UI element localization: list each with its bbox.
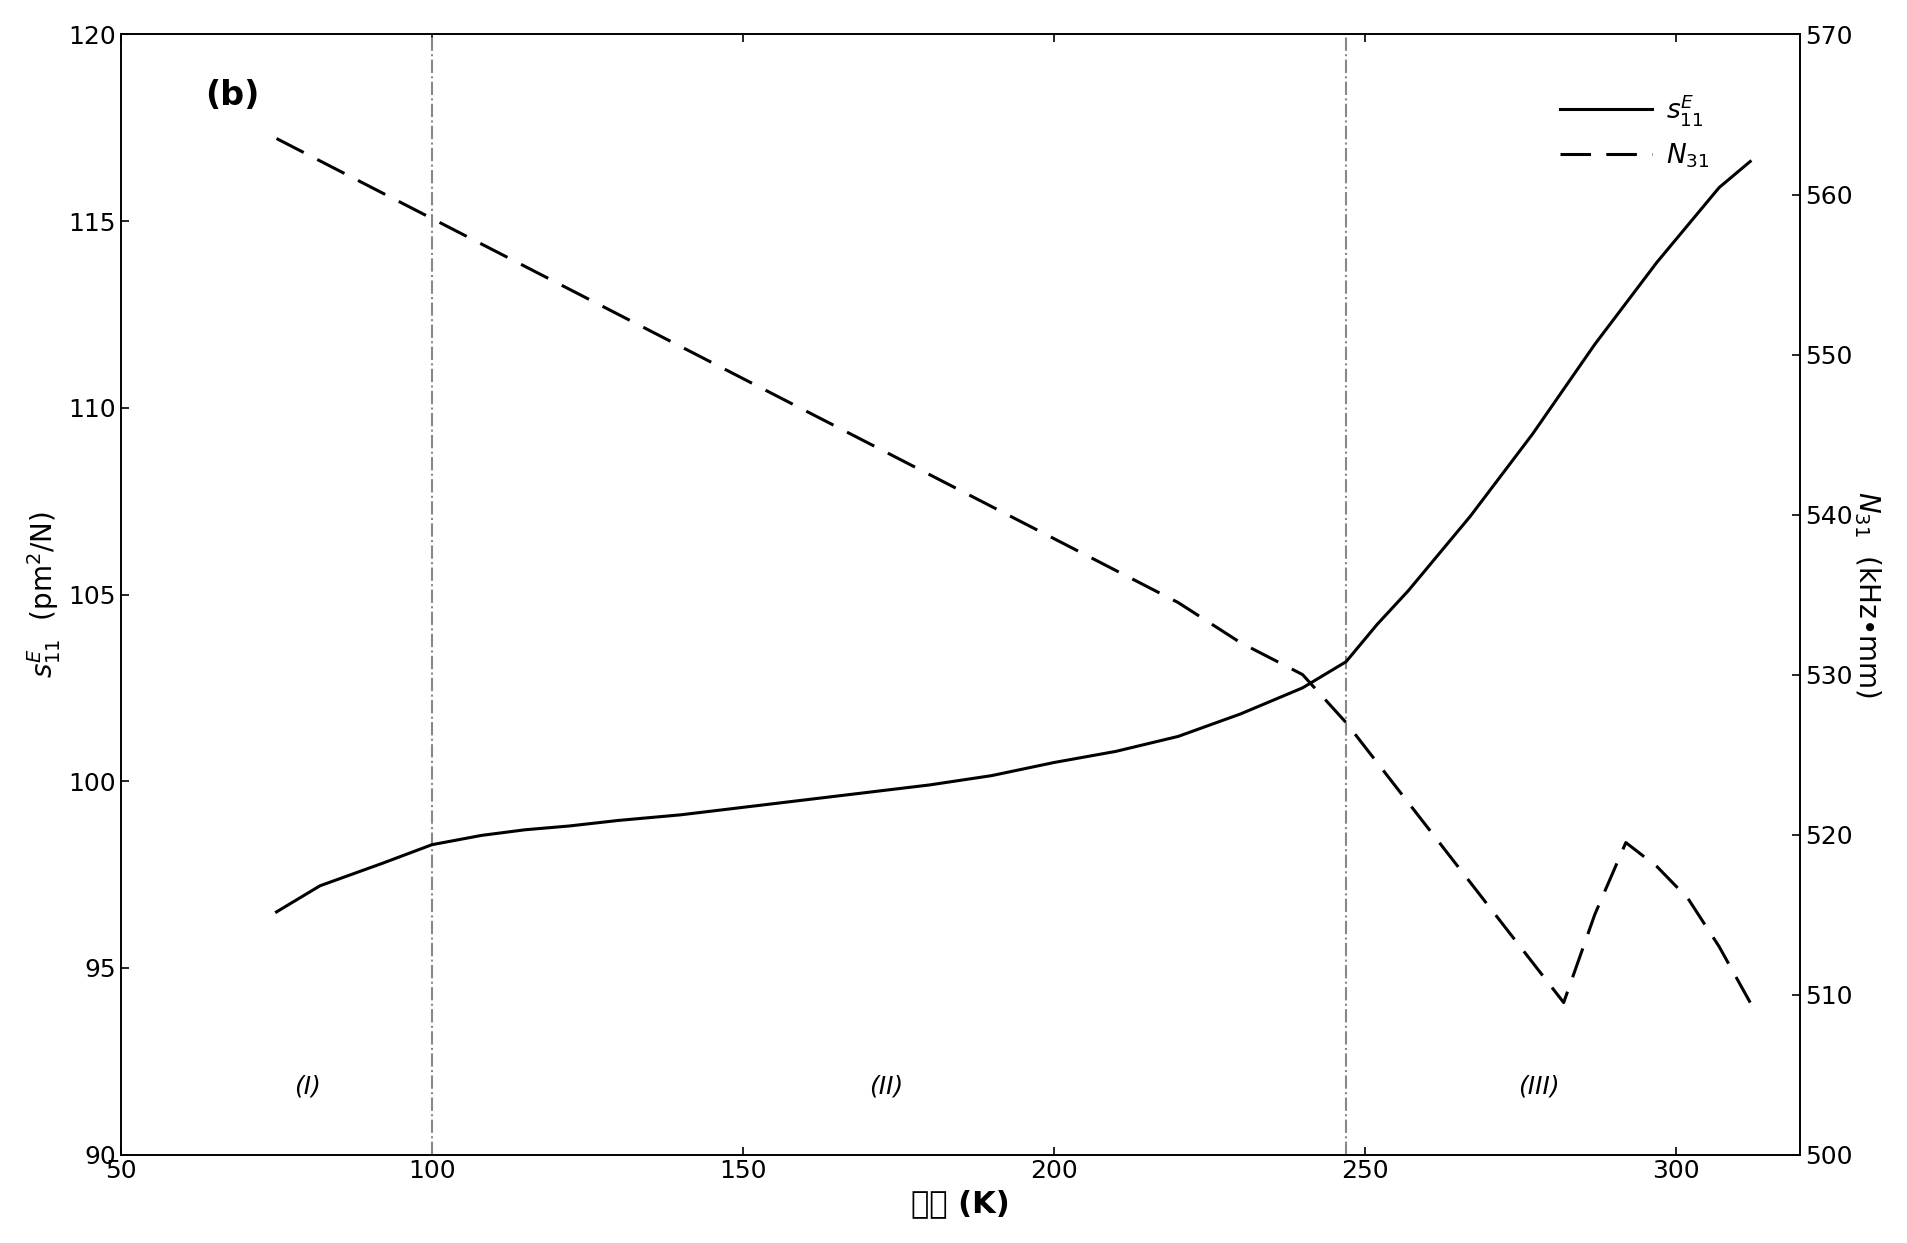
Text: (I): (I) — [294, 1075, 320, 1099]
Text: (II): (II) — [868, 1075, 902, 1099]
Text: (b): (b) — [204, 80, 259, 112]
Legend: $s_{11}^{E}$, $N_{31}$: $s_{11}^{E}$, $N_{31}$ — [1548, 81, 1718, 180]
X-axis label: 温度 (K): 温度 (K) — [912, 1190, 1009, 1218]
Y-axis label: $s_{11}^{E}$  (pm$^2$/N): $s_{11}^{E}$ (pm$^2$/N) — [25, 511, 63, 677]
Y-axis label: $N_{31}$  (kHz•mm): $N_{31}$ (kHz•mm) — [1852, 491, 1882, 699]
Text: (III): (III) — [1518, 1075, 1558, 1099]
